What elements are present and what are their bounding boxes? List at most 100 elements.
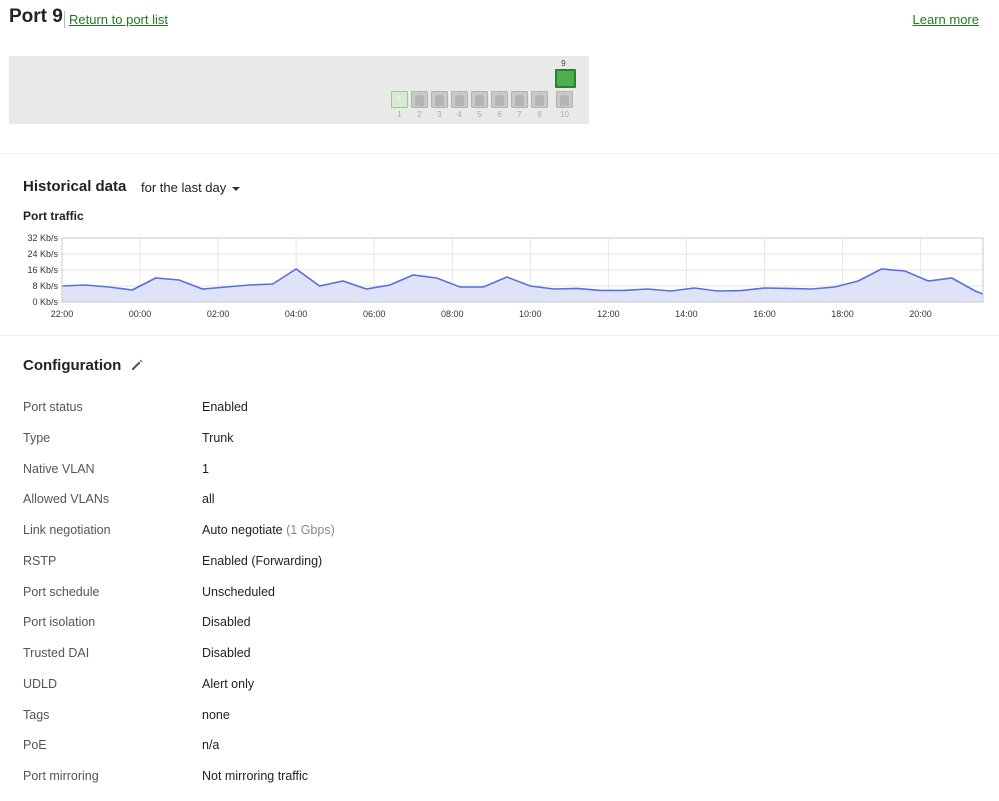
section-divider xyxy=(0,335,999,336)
config-value-text: Enabled xyxy=(202,400,248,414)
config-value: 1 xyxy=(202,462,209,476)
config-value-text: none xyxy=(202,707,230,722)
config-key: Type xyxy=(23,430,51,445)
x-tick-label: 14:00 xyxy=(675,309,698,319)
port-7-box[interactable] xyxy=(511,91,528,108)
port-connector-icon xyxy=(475,95,484,106)
config-value-text: n/a xyxy=(202,738,220,753)
x-tick-label: 06:00 xyxy=(363,309,386,319)
historical-data-heading: Historical data xyxy=(23,178,127,195)
time-range-value: for the last day xyxy=(141,180,227,195)
link-speed-text: (1 Gbps) xyxy=(286,523,335,537)
config-key: Trusted DAI xyxy=(23,646,90,660)
config-key: PoE xyxy=(23,738,47,753)
y-tick-label: 24 Kb/s xyxy=(27,249,58,259)
x-tick-label: 00:00 xyxy=(129,309,152,319)
port-connector-icon xyxy=(435,95,444,106)
config-row-port-status: Port status Enabled xyxy=(23,396,783,427)
time-range-dropdown[interactable]: for the last day xyxy=(141,180,241,195)
port-5-box[interactable] xyxy=(471,91,488,108)
config-row-type: Type Trunk xyxy=(23,427,783,458)
port-connector-icon xyxy=(535,95,544,106)
config-row-tags: Tags none xyxy=(23,704,783,735)
config-value-text: Disabled xyxy=(202,615,251,630)
port-connector-icon xyxy=(455,95,464,106)
return-to-port-list-link[interactable]: Return to port list xyxy=(69,12,168,27)
x-tick-label: 04:00 xyxy=(285,309,308,319)
port-10-box[interactable] xyxy=(556,91,573,108)
port-2-box[interactable] xyxy=(411,91,428,108)
configuration-heading: Configuration xyxy=(23,357,122,374)
learn-more-link[interactable]: Learn more xyxy=(912,12,979,27)
pencil-edit-icon[interactable] xyxy=(130,358,144,377)
port-6-box[interactable] xyxy=(491,91,508,108)
config-row-link-negotiation: Link negotiation Auto negotiate (1 Gbps) xyxy=(23,519,783,550)
caret-down-icon xyxy=(232,186,241,191)
config-key: UDLD xyxy=(23,676,58,691)
port-label: 1 xyxy=(397,110,402,119)
port-label: 4 xyxy=(457,110,462,119)
config-key: Port schedule xyxy=(23,584,100,599)
config-key: Allowed VLANs xyxy=(23,492,110,507)
port-label: 3 xyxy=(437,110,442,119)
port-traffic-chart: 32 Kb/s 24 Kb/s 16 Kb/s 8 Kb/s 0 Kb/s 22:00 0… xyxy=(27,233,984,319)
uplink-arrow-icon: ↑ xyxy=(396,94,401,105)
port-9-box[interactable] xyxy=(555,69,576,88)
x-tick-label: 20:00 xyxy=(909,309,932,319)
config-row-trusted-dai: Trusted DAI Disabled xyxy=(23,642,783,673)
x-tick-label: 10:00 xyxy=(519,309,542,319)
x-tick-label: 02:00 xyxy=(207,309,230,319)
port-connector-icon xyxy=(560,95,569,106)
config-row-allowed-vlans: Allowed VLANs all xyxy=(23,488,783,519)
port-label: 2 xyxy=(417,110,422,119)
page-title: Port 9 xyxy=(9,6,63,27)
config-value-text: Trunk xyxy=(202,430,234,445)
port-connector-icon xyxy=(515,95,524,106)
config-value: Trunk xyxy=(202,431,234,445)
config-row-port-isolation: Port isolation Disabled xyxy=(23,611,783,642)
config-value-text: Unscheduled xyxy=(202,584,275,599)
x-tick-label: 12:00 xyxy=(597,309,620,319)
chart-plot-border xyxy=(61,237,984,303)
port-label: 8 xyxy=(537,110,542,119)
config-value: Enabled (Forwarding) xyxy=(202,554,322,568)
config-value: Unscheduled xyxy=(202,585,275,599)
config-value: Not mirroring traffic xyxy=(202,769,308,783)
config-row-rstp: RSTP Enabled (Forwarding) xyxy=(23,550,783,581)
port-connector-icon xyxy=(415,95,424,106)
config-key: Native VLAN xyxy=(23,461,95,476)
config-value: Disabled xyxy=(202,646,251,660)
config-key: Port mirroring xyxy=(23,769,99,783)
y-tick-label: 0 Kb/s xyxy=(32,297,58,307)
port-4-box[interactable] xyxy=(451,91,468,108)
config-key: Link negotiation xyxy=(23,523,111,537)
config-row-port-schedule: Port schedule Unscheduled xyxy=(23,581,783,612)
config-value: Disabled xyxy=(202,615,251,629)
config-value-text: all xyxy=(202,492,215,507)
y-tick-label: 32 Kb/s xyxy=(27,233,58,243)
port-3-box[interactable] xyxy=(431,91,448,108)
config-row-udld: UDLD Alert only xyxy=(23,673,783,704)
config-value-text: Disabled xyxy=(202,646,251,660)
port-label: 6 xyxy=(497,110,502,119)
port-label: 7 xyxy=(517,110,522,119)
page-header: Port 9 Return to port list Learn more xyxy=(9,6,979,32)
port-8-box[interactable] xyxy=(531,91,548,108)
config-value: none xyxy=(202,708,230,722)
x-tick-label: 22:00 xyxy=(51,309,74,319)
switch-port-panel: ↑ 1 2 3 4 5 6 7 8 9 10 xyxy=(9,56,589,124)
config-value-text: Enabled (Forwarding) xyxy=(202,553,323,568)
config-value-text: Auto negotiate xyxy=(202,523,283,537)
x-tick-label: 08:00 xyxy=(441,309,464,319)
config-value: all xyxy=(202,492,215,506)
config-value: Auto negotiate (1 Gbps) xyxy=(202,523,335,537)
port-1-box[interactable]: ↑ xyxy=(391,91,408,108)
port-label: 10 xyxy=(560,110,569,119)
config-value-text: Not mirroring traffic xyxy=(202,769,309,783)
y-tick-label: 16 Kb/s xyxy=(27,265,58,275)
port-label: 5 xyxy=(477,110,482,119)
config-key: RSTP xyxy=(23,553,57,568)
config-row-native-vlan: Native VLAN 1 xyxy=(23,458,783,489)
section-divider xyxy=(0,153,999,154)
traffic-area-fill xyxy=(62,269,983,302)
